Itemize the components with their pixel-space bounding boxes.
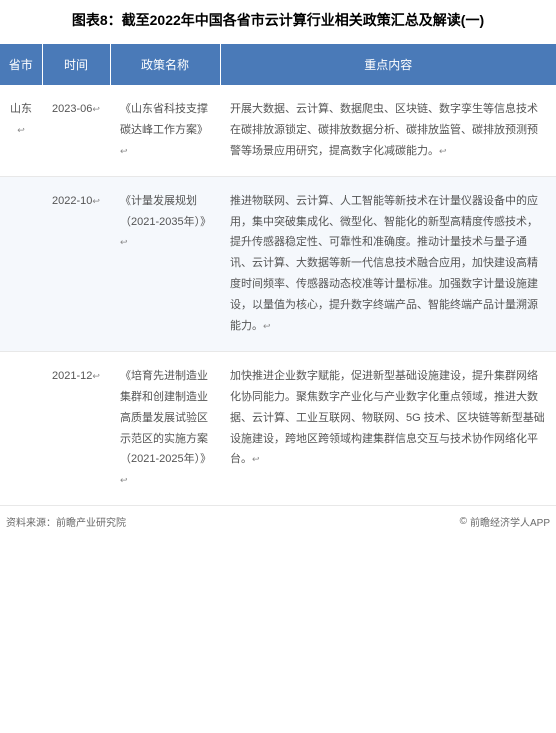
cell-province [0,351,42,505]
header-time: 时间 [42,44,110,85]
chart-title: 图表8：截至2022年中国各省市云计算行业相关政策汇总及解读(一) [0,0,556,44]
cell-content: 推进物联网、云计算、人工智能等新技术在计量仪器设备中的应用，集中突破集成化、微型… [220,176,556,351]
table-row: 2021-12↩ 《培育先进制造业集群和创建制造业高质量发展试验区示范区的实施方… [0,351,556,505]
footer-source: 资料来源：前瞻产业研究院 [6,514,126,529]
table-row: 山东↩ 2023-06↩ 《山东省科技支撑碳达峰工作方案》↩ 开展大数据、云计算… [0,85,556,176]
copyright-icon: © [460,516,467,527]
cell-content: 加快推进企业数字赋能，促进新型基础设施建设，提升集群网络化协同能力。聚焦数字产业… [220,351,556,505]
cell-province [0,176,42,351]
footer-copyright: © 前瞻经济学人APP [460,514,550,529]
cell-content: 开展大数据、云计算、数据爬虫、区块链、数字孪生等信息技术在碳排放源锁定、碳排放数… [220,85,556,176]
cell-province: 山东↩ [0,85,42,176]
header-content: 重点内容 [220,44,556,85]
cell-time: 2021-12↩ [42,351,110,505]
footer: 资料来源：前瞻产业研究院 © 前瞻经济学人APP [0,506,556,535]
cell-policy: 《山东省科技支撑碳达峰工作方案》↩ [110,85,220,176]
cell-time: 2023-06↩ [42,85,110,176]
table-row: 2022-10↩ 《计量发展规划（2021-2035年）》↩ 推进物联网、云计算… [0,176,556,351]
policy-table: 省市 时间 政策名称 重点内容 山东↩ 2023-06↩ 《山东省科技支撑碳达峰… [0,44,556,506]
cell-policy: 《培育先进制造业集群和创建制造业高质量发展试验区示范区的实施方案（2021-20… [110,351,220,505]
cell-policy: 《计量发展规划（2021-2035年）》↩ [110,176,220,351]
header-province: 省市 [0,44,42,85]
cell-time: 2022-10↩ [42,176,110,351]
header-policy: 政策名称 [110,44,220,85]
table-header-row: 省市 时间 政策名称 重点内容 [0,44,556,85]
